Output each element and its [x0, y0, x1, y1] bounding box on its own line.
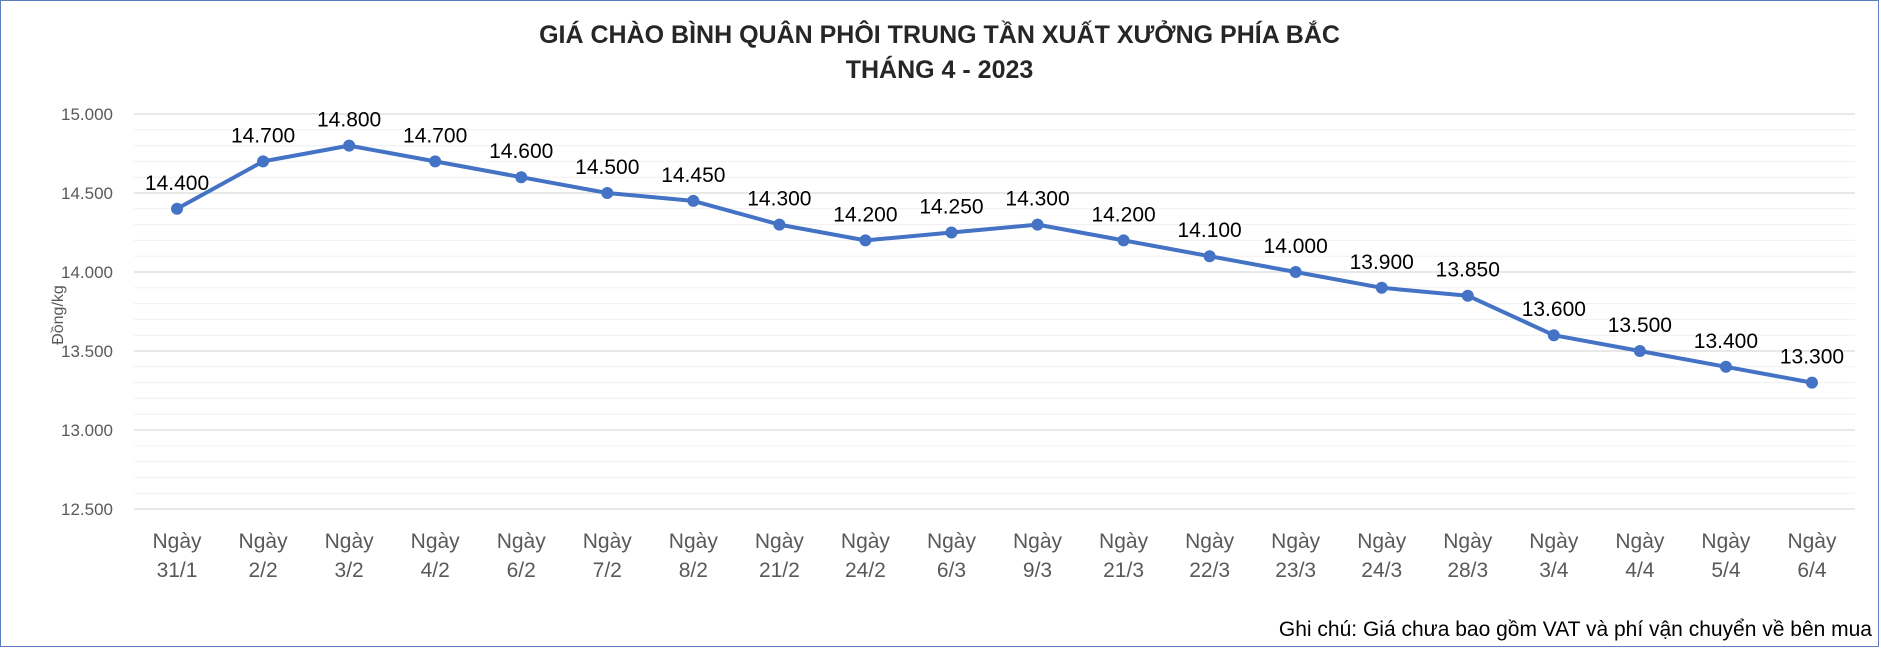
chart-subtitle: THÁNG 4 - 2023 — [845, 56, 1034, 84]
x-tick-label: 24/2 — [845, 559, 886, 582]
x-tick-label: Ngày — [1357, 530, 1407, 553]
data-point — [343, 139, 356, 152]
footnote: Ghi chú: Giá chưa bao gồm VAT và phí vận… — [1278, 618, 1872, 641]
data-point — [1375, 281, 1388, 294]
x-tick-label: 31/1 — [157, 559, 198, 582]
data-point — [687, 194, 700, 207]
data-point — [1805, 376, 1818, 389]
data-label: 14.300 — [747, 188, 811, 211]
data-label: 14.450 — [661, 164, 725, 187]
data-label: 14.400 — [145, 172, 209, 195]
x-tick-label: Ngày — [239, 530, 289, 553]
x-tick-label: 7/2 — [593, 559, 622, 582]
data-point — [1031, 218, 1044, 231]
x-tick-label: 4/4 — [1625, 559, 1655, 582]
data-point — [1203, 250, 1216, 263]
x-tick-label: 6/2 — [507, 559, 536, 582]
data-label: 14.200 — [1091, 203, 1155, 226]
data-label: 14.500 — [575, 156, 639, 179]
data-label: 14.700 — [231, 124, 295, 147]
x-tick-label: Ngày — [153, 530, 203, 553]
x-tick-label: 4/2 — [421, 559, 450, 582]
x-tick-label: Ngày — [1185, 530, 1235, 553]
y-tick-label: 13.500 — [61, 342, 113, 361]
data-label: 14.100 — [1178, 219, 1242, 242]
x-tick-label: 8/2 — [679, 559, 708, 582]
x-tick-label: 6/3 — [937, 559, 966, 582]
data-label: 13.900 — [1350, 251, 1414, 274]
data-label: 13.600 — [1522, 298, 1586, 321]
y-tick-label: 14.000 — [61, 263, 113, 282]
x-tick-label: 2/2 — [248, 559, 277, 582]
data-label: 14.300 — [1005, 188, 1069, 211]
data-point — [1547, 329, 1560, 342]
x-tick-label: Ngày — [497, 530, 547, 553]
series-line — [176, 143, 1813, 385]
x-tick-label: Ngày — [411, 530, 461, 553]
data-point — [773, 218, 786, 231]
data-point — [1461, 289, 1474, 302]
data-label: 14.800 — [317, 109, 381, 132]
x-tick-label: Ngày — [1787, 530, 1837, 553]
data-point — [1117, 234, 1130, 247]
data-point — [945, 226, 958, 239]
x-tick-label: 3/4 — [1539, 559, 1569, 582]
x-tick-label: Ngày — [1443, 530, 1493, 553]
data-point — [257, 155, 270, 168]
data-point — [429, 155, 442, 168]
x-tick-label: Ngày — [1529, 530, 1579, 553]
x-tick-label: 9/3 — [1023, 559, 1052, 582]
data-point — [1633, 345, 1646, 357]
data-label: 14.250 — [919, 196, 983, 219]
x-tick-label: 3/2 — [335, 559, 364, 582]
data-label: 13.500 — [1608, 314, 1672, 337]
data-point — [1719, 360, 1732, 373]
y-tick-label: 12.500 — [61, 500, 113, 519]
data-label: 13.400 — [1694, 330, 1758, 353]
y-tick-label: 14.500 — [61, 184, 113, 203]
x-tick-label: 22/3 — [1189, 559, 1230, 582]
data-label: 13.850 — [1436, 259, 1500, 282]
x-tick-label: 24/3 — [1361, 559, 1402, 582]
x-tick-label: 5/4 — [1711, 559, 1741, 582]
x-tick-label: Ngày — [669, 530, 719, 553]
x-tick-label: Ngày — [755, 530, 805, 553]
data-label: 14.600 — [489, 140, 553, 163]
x-tick-label: 6/4 — [1797, 559, 1827, 582]
x-tick-label: Ngày — [1615, 530, 1665, 553]
data-label: 14.200 — [833, 203, 897, 226]
x-tick-label: Ngày — [927, 530, 977, 553]
data-label: 14.700 — [403, 124, 467, 147]
data-label: 14.000 — [1264, 235, 1328, 258]
data-point — [601, 187, 614, 199]
x-tick-label: 21/3 — [1103, 559, 1144, 582]
x-tick-label: Ngày — [583, 530, 633, 553]
x-tick-label: Ngày — [325, 530, 375, 553]
x-tick-label: Ngày — [1013, 530, 1063, 553]
y-tick-label: 15.000 — [61, 105, 113, 124]
x-tick-label: Ngày — [1099, 530, 1149, 553]
x-tick-label: Ngày — [1701, 530, 1751, 553]
data-point — [859, 234, 872, 247]
x-tick-label: Ngày — [1271, 530, 1321, 553]
data-point — [1289, 266, 1302, 278]
chart-title: GIÁ CHÀO BÌNH QUÂN PHÔI TRUNG TẦN XUẤT X… — [539, 21, 1340, 49]
data-point — [515, 171, 528, 184]
x-tick-label: 23/3 — [1275, 559, 1316, 582]
x-tick-label: 28/3 — [1447, 559, 1488, 582]
y-tick-label: 13.000 — [61, 421, 113, 440]
x-tick-label: Ngày — [841, 530, 891, 553]
x-tick-label: 21/2 — [759, 559, 800, 582]
data-point — [171, 202, 184, 215]
data-label: 13.300 — [1780, 346, 1844, 369]
